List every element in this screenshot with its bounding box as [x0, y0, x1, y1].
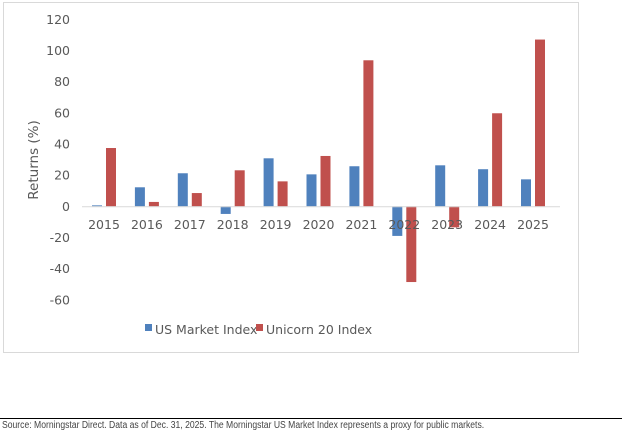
source-note: Source: Morningstar Direct. Data as of D… — [2, 420, 485, 431]
bar-unicorn-20-2015 — [106, 148, 116, 207]
legend: US Market Index Unicorn 20 Index — [145, 322, 372, 337]
y-tick-label: 80 — [54, 74, 70, 89]
bar-unicorn-20-2019 — [277, 181, 288, 207]
y-axis-label: Returns (%) — [26, 120, 42, 199]
legend-label: Unicorn 20 Index — [266, 322, 372, 337]
y-tick-label: 120 — [46, 12, 70, 27]
y-tick-label: -20 — [50, 230, 70, 245]
y-tick-label: -40 — [50, 261, 70, 276]
legend-label: US Market Index — [155, 322, 257, 337]
y-tick-label: 60 — [54, 105, 70, 120]
bar-unicorn-20-2025 — [535, 39, 545, 207]
bar-us-market-2025 — [521, 179, 531, 207]
x-tick-label: 2023 — [431, 217, 463, 232]
y-tick-label: 0 — [62, 199, 70, 214]
x-tick-label: 2024 — [474, 217, 506, 232]
bar-us-market-2016 — [134, 187, 145, 207]
bar-unicorn-20-2022 — [406, 206, 417, 283]
x-tick-label: 2017 — [174, 217, 206, 232]
x-tick-label: 2015 — [88, 217, 120, 232]
bar-unicorn-20-2024 — [492, 113, 503, 207]
bar-us-market-2023 — [435, 165, 446, 207]
bar-us-market-2024 — [478, 169, 489, 207]
y-tick-label: -60 — [50, 292, 70, 307]
x-tick-label: 2018 — [217, 217, 249, 232]
bar-unicorn-20-2021 — [363, 60, 374, 207]
bar-unicorn-20-2018 — [234, 170, 245, 207]
x-tick-label: 2022 — [388, 217, 420, 232]
bar-unicorn-20-2023 — [449, 206, 460, 228]
y-tick-label: 40 — [54, 136, 70, 151]
footer-divider — [0, 418, 622, 419]
bar-us-market-2020 — [306, 174, 317, 207]
bar-us-market-2021 — [349, 166, 360, 207]
bar-unicorn-20-2020 — [320, 155, 331, 207]
bar-us-market-2022 — [392, 206, 403, 236]
bar-unicorn-20-2016 — [148, 201, 159, 207]
y-tick-label: 20 — [54, 168, 70, 183]
x-tick-label: 2025 — [517, 217, 549, 232]
x-tick-label: 2019 — [260, 217, 292, 232]
bar-us-market-2019 — [263, 158, 274, 207]
bar-unicorn-20-2017 — [191, 193, 202, 207]
x-tick-label: 2020 — [303, 217, 335, 232]
x-tick-label: 2016 — [131, 217, 163, 232]
x-tick-label: 2021 — [345, 217, 377, 232]
bar-us-market-2015 — [92, 205, 102, 207]
bar-us-market-2017 — [177, 173, 188, 207]
bar-us-market-2018 — [220, 206, 231, 214]
y-tick-label: 100 — [46, 43, 70, 58]
legend-swatch — [145, 324, 152, 331]
legend-swatch — [256, 324, 263, 331]
